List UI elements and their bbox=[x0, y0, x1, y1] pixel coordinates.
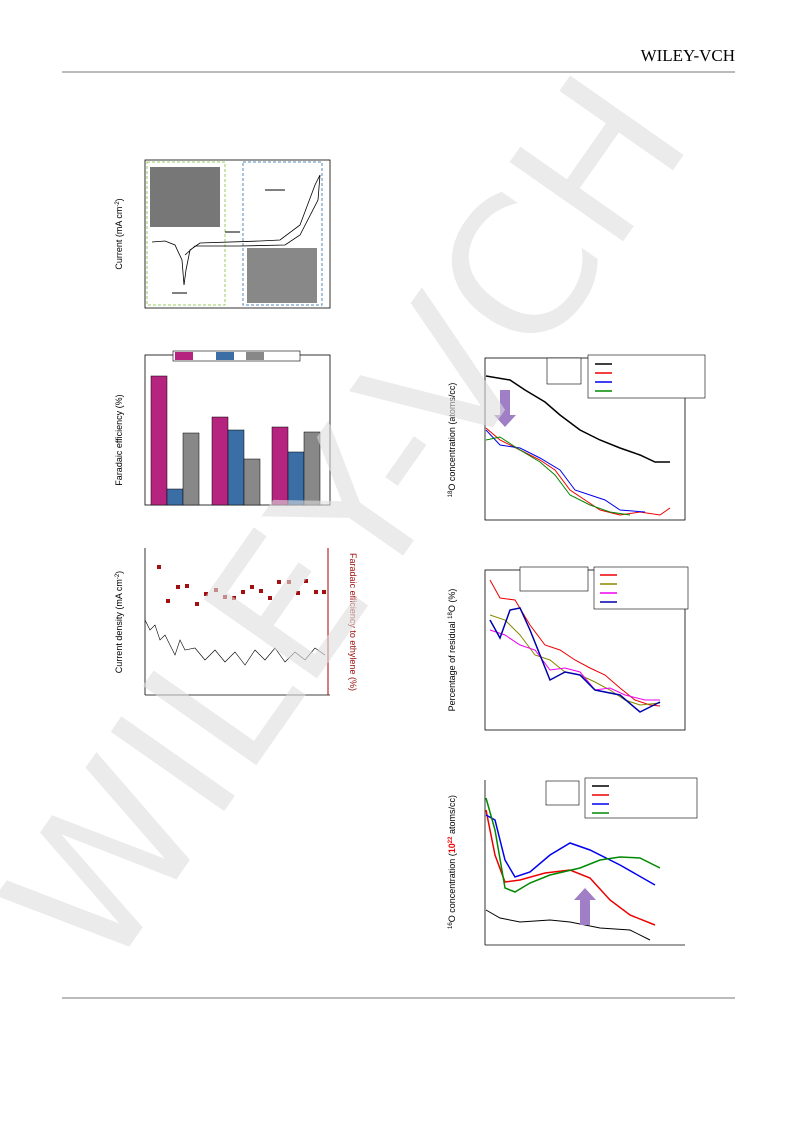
label-part: ) bbox=[114, 571, 124, 574]
label-part: atoms/cc) bbox=[447, 795, 457, 837]
label-part: 10 bbox=[447, 843, 457, 853]
y-label: Current density (mA cm-2) bbox=[114, 571, 124, 673]
watermark: WILEY-VCH bbox=[0, 39, 731, 1006]
bar bbox=[166, 488, 184, 506]
label-sup: -2 bbox=[115, 201, 121, 207]
arrow bbox=[494, 390, 516, 427]
label-part: Faradaic efficiency (%) bbox=[114, 394, 124, 485]
label-part: O concentration ( bbox=[447, 853, 457, 922]
figure-cv: Current (mA cm-2) bbox=[114, 159, 331, 309]
label-sup: 22 bbox=[448, 836, 454, 843]
y-label: Percentage of residual 18O (%) bbox=[447, 589, 457, 712]
y-label: Current (mA cm-2) bbox=[114, 198, 124, 269]
figure-residual: Percentage of residual 18O (%) bbox=[447, 566, 689, 731]
brand: WILEY-VCH bbox=[641, 46, 735, 65]
axes bbox=[144, 159, 331, 309]
label-part: O (%) bbox=[447, 589, 457, 613]
curve bbox=[485, 909, 651, 941]
label-part: Percentage of residual bbox=[447, 619, 457, 712]
legend-swatch bbox=[246, 352, 264, 360]
label-part: Current (mA cm bbox=[114, 207, 124, 270]
legend-swatch bbox=[216, 352, 234, 360]
curve bbox=[485, 429, 646, 513]
bar bbox=[303, 431, 321, 506]
curve bbox=[151, 174, 321, 286]
label-part: Faradaic efficiency to ethylene (%) bbox=[348, 553, 358, 691]
label-part: Current density (mA cm bbox=[114, 579, 124, 673]
bar bbox=[243, 458, 261, 506]
y-label: 16O concentration (1022 atoms/cc) bbox=[447, 795, 457, 929]
figure-stability: Current density (mA cm-2) Faradaic effic… bbox=[114, 548, 358, 696]
legend-swatch bbox=[175, 352, 193, 360]
micrograph bbox=[247, 248, 317, 303]
box bbox=[146, 161, 226, 306]
box bbox=[519, 566, 589, 592]
curve bbox=[489, 607, 661, 713]
figure-bars: Faradaic efficiency (%) bbox=[114, 350, 331, 506]
label-sup: 18 bbox=[448, 490, 454, 497]
bar bbox=[150, 375, 168, 506]
label-sup: 16 bbox=[448, 922, 454, 929]
arrow bbox=[574, 888, 596, 925]
micrograph bbox=[150, 167, 220, 227]
figure-depth-16o: 16O concentration (1022 atoms/cc) bbox=[447, 777, 698, 946]
y-label: 18O concentration (atoms/cc) bbox=[447, 383, 457, 498]
y2-label: Faradaic efficiency to ethylene (%) bbox=[348, 553, 358, 691]
curve bbox=[489, 579, 661, 707]
legend bbox=[172, 350, 301, 362]
curve bbox=[485, 375, 670, 463]
box bbox=[545, 780, 580, 806]
box bbox=[546, 357, 582, 385]
markers bbox=[157, 565, 326, 606]
figure-depth-18o: 18O concentration (atoms/cc) bbox=[447, 354, 706, 521]
box bbox=[242, 161, 323, 306]
y-label: Faradaic efficiency (%) bbox=[114, 394, 124, 485]
curve bbox=[489, 629, 660, 701]
axes bbox=[484, 357, 686, 521]
label-part: ) bbox=[114, 198, 124, 201]
label-sup: -2 bbox=[115, 573, 121, 579]
curve bbox=[485, 809, 656, 926]
curve bbox=[485, 797, 661, 893]
label-part: O concentration (atoms/cc) bbox=[447, 383, 457, 491]
legend bbox=[584, 777, 698, 819]
bar bbox=[182, 432, 200, 506]
label-sup: 18 bbox=[448, 611, 454, 618]
trace bbox=[144, 619, 326, 666]
curve bbox=[485, 436, 631, 516]
curve bbox=[485, 814, 656, 886]
bar bbox=[211, 416, 229, 506]
